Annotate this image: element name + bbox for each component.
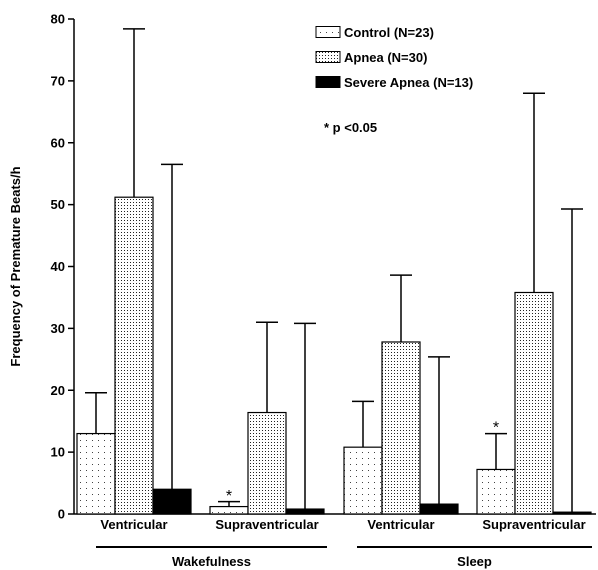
bar [76,432,116,515]
legend-note: * p <0.05 [324,120,377,135]
bar [114,196,154,515]
legend-entry: Severe Apnea (N=13) [344,75,473,90]
axes: 0 10 20 30 40 50 60 70 80 Frequency of Premature … [8,12,596,522]
category-label: Supraventricular [482,517,585,532]
category-label: Supraventricular [215,517,318,532]
y-tick-label: 50 [51,197,65,212]
y-tick-label: 30 [51,321,65,336]
bar [514,291,554,515]
bar [476,468,516,515]
legend-swatch [315,51,341,63]
bar [152,488,192,515]
legend-swatch [315,76,341,88]
y-tick-label: 0 [58,507,65,522]
y-axis-label: Frequency of Premature Beats/h [8,166,23,366]
y-tick-label: 70 [51,73,65,88]
y-tick-label: 20 [51,383,65,398]
bar [343,446,383,515]
significance-star: * [493,419,499,436]
y-tick-label: 60 [51,135,65,150]
y-tick-label: 10 [51,445,65,460]
legend: Control (N=23) Apnea (N=30) Severe Apnea (… [315,25,473,135]
bar [381,341,421,515]
legend-entry: Control (N=23) [344,25,434,40]
bar [247,411,287,515]
y-tick-label: 80 [51,12,65,27]
labels: Ventricular Supraventricular Ventricular Su… [96,419,592,569]
bar [285,508,325,515]
legend-swatch [315,26,341,38]
bar [209,505,249,515]
category-label: Ventricular [367,517,434,532]
legend-entry: Apnea (N=30) [344,50,427,65]
bars [76,28,592,515]
y-tick-label: 40 [51,259,65,274]
bar [552,511,592,515]
significance-star: * [226,488,232,505]
category-label: Ventricular [100,517,167,532]
bar [419,503,459,515]
group-label: Sleep [457,554,492,569]
group-label: Wakefulness [172,554,251,569]
